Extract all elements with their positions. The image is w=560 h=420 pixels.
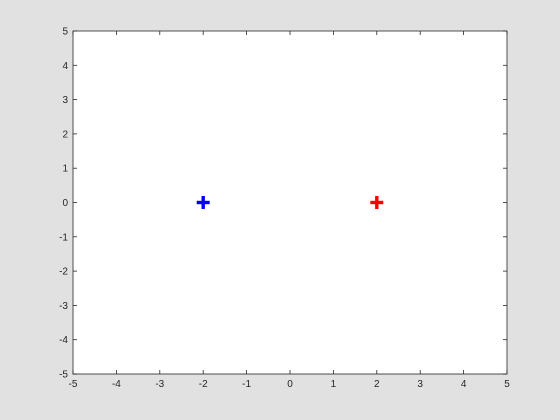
plot-area: [73, 31, 507, 374]
x-tick-label: 4: [461, 379, 467, 390]
x-tick-label: -3: [155, 379, 164, 390]
y-tick-label: 3: [62, 95, 68, 106]
y-tick-label: -5: [59, 370, 68, 381]
x-tick-label: -1: [242, 379, 251, 390]
axes-box: [72, 30, 508, 375]
y-tick-label: -4: [59, 335, 68, 346]
x-tick-label: 3: [417, 379, 423, 390]
y-tick-label: -2: [59, 267, 68, 278]
x-tick-label: -2: [199, 379, 208, 390]
x-tick-label: -5: [69, 379, 78, 390]
x-tick-label: 2: [374, 379, 380, 390]
plus-marker: [196, 196, 210, 209]
plus-marker: [370, 196, 384, 209]
y-tick-label: -1: [59, 232, 68, 243]
y-tick-label: 4: [62, 61, 68, 72]
x-tick-label: 1: [331, 379, 337, 390]
y-tick-label: -3: [59, 301, 68, 312]
y-tick-label: 0: [62, 198, 68, 209]
y-tick-label: 2: [62, 129, 68, 140]
x-tick-label: 5: [504, 379, 510, 390]
markers: [196, 196, 384, 209]
y-tick-label: 1: [62, 164, 68, 175]
x-tick-label: -4: [112, 379, 121, 390]
y-tick-label: 5: [62, 27, 68, 38]
tick-labels: -5 -4 -3 -2 -1 0 1 2 3 4 5 -5 -4 -3 -2 -1 0 1 2 3 4 5: [59, 27, 510, 391]
x-tick-label: 0: [287, 379, 293, 390]
